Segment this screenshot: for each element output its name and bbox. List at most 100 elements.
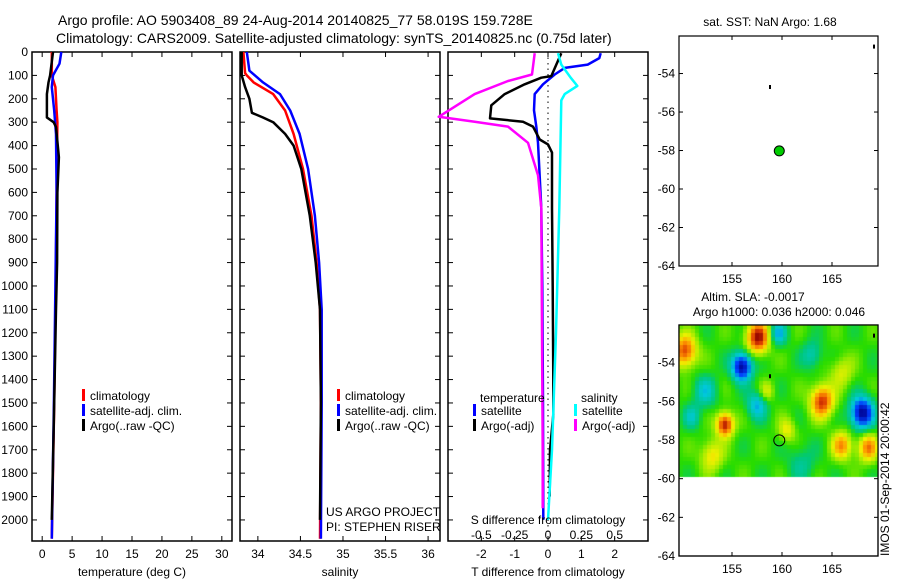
depth-tick-label: 1200 [1,326,28,340]
legend-swatch [82,404,85,416]
sla-map-title-1: Altim. SLA: -0.0017 [701,290,805,304]
legend-label: Argo(-adj) [582,419,635,433]
legend-swatch [337,404,340,416]
plot-frame-temperature [31,51,233,542]
series-line-climatology [242,51,323,539]
plot-frame-difference [447,51,649,542]
depth-tick-label: 1800 [1,466,28,480]
depth-tick-label: 1900 [1,490,28,504]
x-tick-label: 20 [155,547,169,561]
legend-label: satellite-adj. clim. [345,404,437,418]
depth-tick-label: 100 [8,68,28,82]
x-tick-label: 15 [125,547,139,561]
argo-position-marker [773,145,785,157]
legend-header-salinity: salinity [581,391,618,405]
depth-tick-label: 1100 [2,302,28,316]
plot-frame-salinity [239,51,441,542]
sst-map-title: sat. SST: NaN Argo: 1.68 [703,15,837,29]
pi-credit: PI: STEPHEN RISER [326,520,441,534]
depth-tick-label: 600 [8,185,28,199]
imos-timestamp: IMOS 01-Sep-2014 20:00:42 [878,402,892,556]
x-tick-label: 2 [611,547,618,561]
x-axis-label: temperature (deg C) [78,565,186,579]
x-axis-label: salinity [322,565,359,579]
legend-swatch [574,419,577,431]
lat-tick-label: -54 [658,67,676,81]
x-axis-label-secondary: S difference from climatology [471,513,626,527]
depth-tick-label: 400 [8,139,28,153]
legend-label: climatology [345,389,405,403]
plots-layer: 0100200300400500600700800900100011001200… [1,15,879,579]
lon-tick-label: 155 [722,272,742,286]
x-tick-label: 0 [545,547,552,561]
x-tick-label: 34 [251,547,265,561]
lat-tick-label: -56 [658,105,676,119]
title-line-1: Argo profile: AO 5903408_89 24-Aug-2014 … [58,12,533,28]
x-tick-label: 35.5 [374,547,398,561]
legend-header-temperature: temperature [480,391,545,405]
legend-swatch [82,389,85,401]
lat-tick-label: -54 [658,356,676,370]
x-tick-label: 35 [336,547,350,561]
x-tick-label: 0 [39,547,46,561]
lon-tick-label: 155 [722,562,742,576]
x-tick-label: -1 [509,547,520,561]
legend-label: satellite [582,404,623,418]
depth-tick-label: 1000 [1,279,28,293]
x-tick-label: 36 [421,547,435,561]
lat-tick-label: -60 [658,182,676,196]
lon-tick-label: 165 [822,272,842,286]
lat-tick-label: -62 [658,221,676,235]
series-line-s-argo-adj- [437,53,544,509]
lat-tick-label: -64 [658,549,676,563]
legend-swatch [337,419,340,431]
depth-tick-label: 0 [21,45,28,59]
legend-label: climatology [90,389,150,403]
x-tick-label-secondary: 0.25 [570,528,594,542]
x-tick-label: 30 [215,547,229,561]
series-line-s-satellite [546,52,579,520]
legend-label: satellite-adj. clim. [90,404,182,418]
legend-label: satellite [481,404,522,418]
legend-swatch [82,419,85,431]
island-marker [769,85,771,90]
depth-tick-label: 1700 [1,443,28,457]
x-tick-label: 5 [69,547,76,561]
series-line-t-satellite [532,52,602,520]
x-tick-label: 10 [95,547,109,561]
depth-tick-label: 1600 [1,419,28,433]
x-tick-label-secondary: -0.5 [471,528,492,542]
depth-tick-label: 1500 [1,396,28,410]
lon-tick-label: 160 [772,562,792,576]
x-tick-label: 1 [578,547,585,561]
x-axis-label: T difference from climatology [471,565,625,579]
lon-tick-label: 160 [772,272,792,286]
legend-label: Argo(..raw -QC) [345,419,430,433]
lat-tick-label: -58 [658,433,676,447]
depth-tick-label: 500 [8,162,28,176]
lat-tick-label: -60 [658,472,676,486]
legend-swatch [574,404,577,416]
lat-tick-label: -56 [658,394,676,408]
project-credit: US ARGO PROJECT [326,505,441,519]
depth-tick-label: 900 [8,256,28,270]
depth-tick-label: 700 [8,209,28,223]
x-tick-label: -2 [476,547,487,561]
legend-label: Argo(-adj) [481,419,534,433]
series-line-satellite-adj-clim- [245,51,323,539]
depth-tick-label: 300 [8,115,28,129]
legend-swatch [473,419,476,431]
sla-heatmap [679,325,878,480]
depth-tick-label: 1400 [1,373,28,387]
depth-tick-label: 1300 [1,349,28,363]
series-line-argo-raw-qc- [45,51,61,520]
x-tick-label: 34.5 [289,547,313,561]
sla-map-title-2: Argo h1000: 0.036 h2000: 0.046 [693,305,865,319]
lon-tick-label: 165 [822,562,842,576]
x-tick-label-secondary: -0.25 [501,528,529,542]
legend-label: Argo(..raw -QC) [90,419,175,433]
x-tick-label-secondary: 0.5 [606,528,623,542]
title-line-2: Climatology: CARS2009. Satellite-adjuste… [56,30,612,46]
